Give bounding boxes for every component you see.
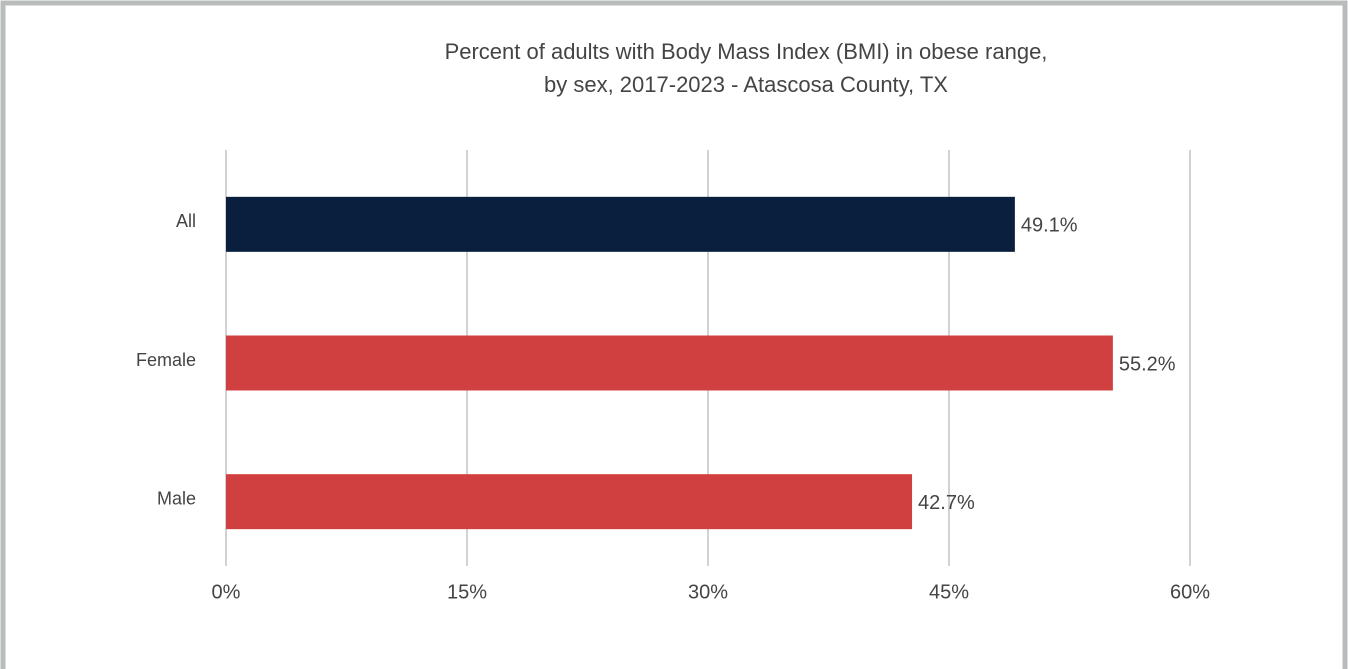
bar	[226, 335, 1113, 391]
x-tick-label: 0%	[212, 581, 241, 603]
bar	[226, 196, 1015, 252]
x-tick-label: 15%	[447, 581, 487, 603]
y-tick-label: All	[176, 211, 196, 231]
value-label: 55.2%	[1119, 353, 1176, 375]
bar	[226, 474, 913, 530]
value-label: 49.1%	[1021, 215, 1078, 237]
y-tick-label: Male	[157, 488, 196, 508]
chart-title: Percent of adults with Body Mass Index (…	[445, 39, 1048, 64]
chart-title: by sex, 2017-2023 - Atascosa County, TX	[544, 72, 948, 97]
x-tick-label: 30%	[688, 581, 728, 603]
x-tick-label: 60%	[1170, 581, 1210, 603]
y-tick-label: Female	[136, 350, 196, 370]
value-label: 42.7%	[918, 492, 975, 514]
x-tick-label: 45%	[929, 581, 969, 603]
